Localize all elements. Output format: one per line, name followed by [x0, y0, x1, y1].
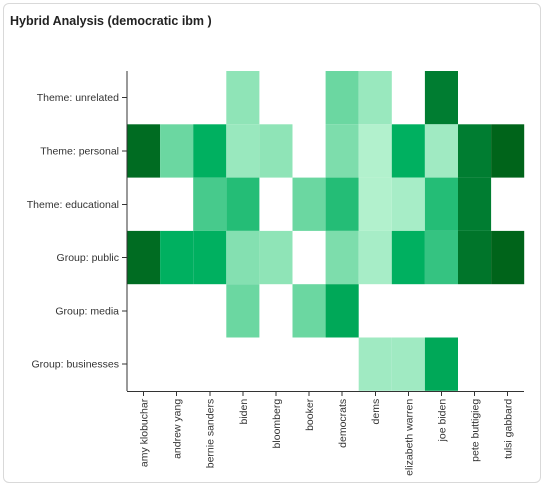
heatmap-cell [424, 71, 458, 125]
heatmap-cell [226, 124, 260, 178]
heatmap-cell [358, 230, 392, 285]
x-tick-label: andrew yang [172, 399, 184, 459]
heatmap-cell [325, 230, 359, 285]
y-tick-label: Theme: educational [27, 199, 119, 211]
heatmap-cell [424, 177, 458, 231]
x-tick-label: amy klobuchar [139, 398, 151, 467]
heatmap-cell [226, 230, 260, 285]
heatmap-cell [292, 284, 326, 338]
y-tick-label: Group: businesses [31, 359, 119, 371]
heatmap-cell [193, 230, 227, 285]
heatmap-cell [127, 124, 161, 178]
heatmap-cell [226, 177, 260, 231]
heatmap-cell [325, 71, 359, 125]
heatmap-cell [325, 124, 359, 178]
heatmap-cell [358, 177, 392, 231]
heatmap-cell [458, 124, 492, 178]
heatmap-cell [160, 124, 194, 178]
heatmap-cell [127, 230, 161, 285]
x-tick-label: democrats [337, 399, 349, 448]
x-tick-label: joe biden [436, 399, 448, 443]
heatmap-cell [160, 230, 194, 285]
heatmap-cell [226, 284, 260, 338]
heatmap-cell [391, 124, 425, 178]
heatmap-cell [259, 230, 293, 285]
heatmap-cells [127, 71, 525, 391]
y-tick-label: Group: public [57, 252, 119, 264]
heatmap-cell [391, 230, 425, 285]
heatmap-cell [491, 230, 525, 285]
y-tick-label: Theme: unrelated [37, 92, 119, 104]
heatmap-cell [391, 337, 425, 391]
x-tick-label: tulsi gabbard [503, 399, 515, 459]
chart-title: Hybrid Analysis (democratic ibm ) [10, 14, 212, 28]
x-tick-label: booker [304, 398, 316, 431]
heatmap-cell [325, 177, 359, 231]
y-tick-label: Theme: personal [40, 145, 119, 157]
axes: Theme: unrelated Theme: personal Theme: ed… [27, 71, 525, 476]
heatmap-cell [458, 230, 492, 285]
x-tick-label: pete buttigieg [470, 399, 482, 462]
heatmap-cell [458, 177, 492, 231]
heatmap-cell [424, 230, 458, 285]
heatmap-cell [193, 177, 227, 231]
heatmap-cell [391, 177, 425, 231]
y-tick-label: Group: media [55, 305, 119, 317]
heatmap-cell [358, 71, 392, 125]
x-tick-label: bernie sanders [205, 399, 217, 468]
x-tick-label: biden [238, 399, 250, 425]
heatmap-cell [325, 284, 359, 338]
heatmap-cell [424, 124, 458, 178]
x-tick-label: dems [370, 399, 382, 425]
heatmap-cell [292, 177, 326, 231]
x-tick-label: bloomberg [271, 399, 283, 449]
heatmap-cell [259, 124, 293, 178]
x-tick-label: elizabeth warren [403, 399, 415, 476]
heatmap-cell [193, 124, 227, 178]
heatmap-cell [358, 337, 392, 391]
heatmap-cell [491, 124, 525, 178]
heatmap-cell [226, 71, 260, 125]
heatmap-cell [424, 337, 458, 391]
heatmap-cell [358, 124, 392, 178]
